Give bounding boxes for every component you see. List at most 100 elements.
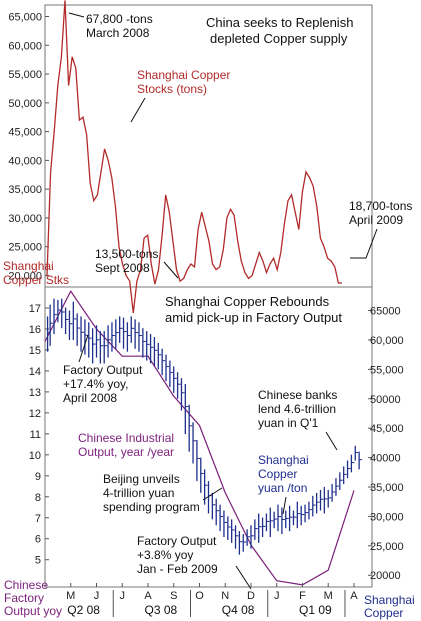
x-tick-label: N — [221, 590, 229, 602]
x-tick-label: J — [274, 590, 280, 602]
x-tick-label: D — [247, 590, 255, 602]
annotation-stimulus-line-2: 4-trillion yuan — [103, 486, 174, 500]
annotation-jan-feb-2009-line-2: +3.8% yoy — [137, 548, 193, 562]
x-tick-label: F — [299, 590, 306, 602]
top-y-tick-label: 45,000 — [8, 127, 42, 139]
stocks-series-label: Shanghai Copper Stocks (tons) — [137, 68, 230, 96]
top-y-tick-label: 35,000 — [8, 184, 42, 196]
bottom-title: Shanghai Copper Rebounds amid pick-up in… — [165, 294, 342, 325]
annotation-jan-feb-2009-leader — [235, 565, 252, 590]
copper-series-label-line-2: Copper — [258, 467, 297, 481]
bottom-left-tick-label: 12 — [29, 408, 41, 420]
x-tick-label: J — [119, 590, 125, 602]
x-tick-label: M — [324, 590, 333, 602]
x-tick-label: A — [350, 590, 358, 602]
top-y-tick-label: 60,000 — [8, 40, 42, 52]
top-y-tick-label: 55,000 — [8, 69, 42, 81]
annotation-jan-feb-2009-line-3: Jan - Feb 2009 — [137, 562, 218, 576]
annotation-bank-lending: Chinese banks lend 4.6-trillion yuan in … — [258, 388, 338, 451]
copper-label-leader — [282, 496, 287, 515]
bottom-left-tick-label: 17 — [29, 303, 41, 315]
annotation-stimulus-line-3: spending program — [103, 500, 200, 514]
annotation-peak-line-2: March 2008 — [86, 26, 150, 40]
factory-output-axis-label-line-2: Factory — [4, 591, 44, 605]
factory-output-axis-label: Chinese Factory Output yoy — [4, 578, 62, 618]
annotation-latest-leader — [350, 228, 378, 259]
bottom-panel-frame — [44, 286, 373, 588]
annotation-bank-lending-leader — [325, 431, 338, 451]
annotation-stimulus-leader — [202, 487, 223, 501]
stocks-line — [46, 0, 342, 313]
x-tick-label: A — [144, 590, 152, 602]
stocks-axis-label-line-1: Shanghai — [3, 259, 54, 273]
copper-series-label-line-1: Shanghai — [258, 453, 309, 467]
annotation-latest-line-1: 18,700-tons — [349, 199, 412, 213]
stocks-series-label-line-1: Shanghai Copper — [137, 68, 230, 82]
bottom-left-tick-label: 11 — [30, 429, 41, 441]
stocks-series-label-line-2: Stocks (tons) — [137, 82, 207, 96]
bottom-x-axis: M J J A S O N D J F M A Q2 08 Q3 08 Q4 08 Q1 09 — [66, 583, 358, 617]
copper-axis-label-line-2: Copper — [364, 606, 403, 620]
stocks-series — [46, 0, 342, 313]
annotation-bank-lending-line-1: Chinese banks — [258, 388, 337, 402]
bottom-left-tick-label: 6 — [35, 534, 41, 546]
top-y-tick-label: 25,000 — [8, 242, 42, 254]
top-y-tick-label: 30,000 — [8, 213, 42, 225]
stocks-axis-label: Shanghai Copper Stks — [3, 259, 69, 287]
top-title-line-1: China seeks to Replenish — [206, 15, 353, 30]
annotation-low: 13,500-tons Sept 2008 — [95, 247, 179, 279]
copper-series-label: Shanghai Copper yuan /ton — [258, 453, 309, 495]
annotation-april-2008-line-3: April 2008 — [63, 391, 117, 405]
bottom-right-tick-label: 45,000 — [370, 423, 404, 435]
annotation-peak-line-1: 67,800 -tons — [86, 12, 153, 26]
annotation-low-line-2: Sept 2008 — [95, 261, 150, 275]
industrial-output-label-line-1: Chinese Industrial — [78, 431, 174, 445]
industrial-output-label-line-2: Output, year /year — [78, 445, 174, 459]
bottom-left-y-axis: 17 16 15 14 13 12 11 10 9 8 7 6 5 — [29, 303, 49, 567]
bottom-left-tick-label: 10 — [29, 450, 41, 462]
quarter-label: Q2 08 — [67, 603, 100, 617]
copper-axis-label: Shanghai Copper — [364, 593, 415, 620]
top-title: China seeks to Replenish depleted Copper… — [206, 15, 353, 46]
x-tick-label: O — [195, 590, 204, 602]
bottom-left-tick-label: 5 — [35, 555, 41, 567]
annotation-low-leader — [163, 261, 179, 279]
bottom-title-line-1: Shanghai Copper Rebounds — [165, 294, 330, 309]
bottom-left-tick-label: 14 — [29, 366, 41, 378]
top-y-tick-label: 20,000 — [8, 270, 42, 282]
bottom-right-tick-label: 25,000 — [370, 541, 404, 553]
bottom-left-tick-label: 16 — [29, 324, 41, 336]
copper-series-label-line-3: yuan /ton — [258, 481, 307, 495]
annotation-latest-line-2: April 2009 — [349, 213, 403, 227]
bottom-right-tick-label: 55,000 — [370, 364, 404, 376]
bottom-left-tick-label: 9 — [35, 471, 41, 483]
annotation-april-2008-line-1: Factory Output — [63, 363, 143, 377]
bottom-left-tick-label: 7 — [35, 513, 41, 525]
annotation-april-2008: Factory Output +17.4% yoy, April 2008 — [63, 334, 143, 405]
bottom-right-tick-label: 50000 — [370, 394, 401, 406]
x-tick-label: J — [94, 590, 100, 602]
bottom-right-tick-label: 40000 — [370, 453, 401, 465]
annotation-april-2008-line-2: +17.4% yoy, — [63, 377, 128, 391]
bottom-right-y-axis: 65000 60,000 55,000 50000 45,000 40000 35,000 3… — [368, 306, 404, 582]
annotation-bank-lending-line-3: yuan in Q'1 — [258, 416, 319, 430]
copper-axis-label-line-1: Shanghai — [364, 593, 415, 607]
annotation-stimulus: Beijing unveils 4-trillion yuan spending… — [103, 472, 223, 514]
bottom-right-tick-label: 35,000 — [370, 482, 404, 494]
top-y-tick-label: 40,000 — [8, 155, 42, 167]
top-title-line-2: depleted Copper supply — [210, 31, 348, 46]
factory-output-axis-label-line-1: Chinese — [4, 578, 48, 592]
bottom-right-tick-label: 60,000 — [370, 335, 404, 347]
top-y-tick-label: 65,000 — [8, 12, 42, 24]
industrial-output-label: Chinese Industrial Output, year /year — [78, 431, 174, 459]
bottom-left-tick-label: 15 — [29, 345, 41, 357]
annotation-april-2008-leader — [78, 334, 89, 363]
x-tick-label: M — [66, 590, 75, 602]
annotation-low-line-1: 13,500-tons — [95, 247, 158, 261]
quarter-label: Q4 08 — [222, 603, 255, 617]
annotation-latest: 18,700-tons April 2009 — [349, 199, 412, 259]
top-y-axis: 65,000 60,000 55,000 50,000 45,000 40,000 35,0… — [8, 12, 49, 282]
bottom-left-tick-label: 8 — [35, 492, 41, 504]
bottom-right-tick-label: 65000 — [370, 306, 401, 318]
